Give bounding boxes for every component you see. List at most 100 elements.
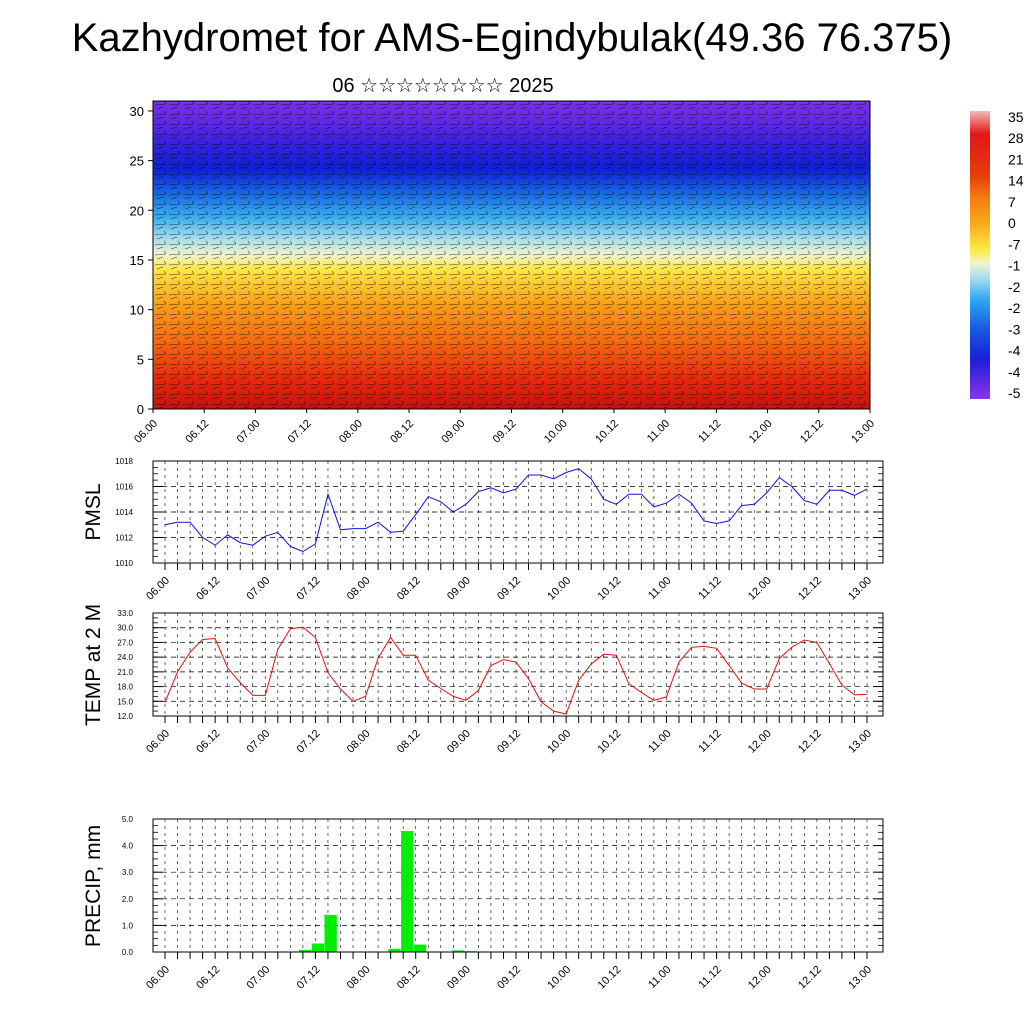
temp-x-tick-label: 12.00 <box>746 728 774 756</box>
heatmap-y-tick-label: 0 <box>137 402 144 417</box>
colorbar-label: -4 <box>1008 343 1021 359</box>
pmsl-x-tick-label: 08.00 <box>345 575 373 603</box>
temp-x-tick-label: 10.12 <box>595 728 623 756</box>
precip-bar <box>299 949 312 952</box>
temp-x-tick-label: 06.12 <box>194 728 222 756</box>
precip-y-tick-label: 4.0 <box>122 842 134 851</box>
temp-x-tick-label: 13.00 <box>846 728 874 756</box>
temp-y-tick-label: 30.0 <box>117 624 133 633</box>
colorbar-labels: 35 28 21 14 7 0 -7 -1 -2 -2 -3 -4 -4 -5 <box>1008 109 1024 401</box>
precip-bar <box>388 948 401 952</box>
heatmap-x-tick-label: 10.00 <box>542 418 570 446</box>
pmsl-x-tick-label: 12.00 <box>746 575 774 603</box>
pmsl-y-tick-label: 1012 <box>115 534 133 543</box>
precip-bar <box>401 831 414 952</box>
precip-x-tick-label: 12.00 <box>746 964 774 992</box>
pmsl-x-tick-label: 10.00 <box>545 575 573 603</box>
precip-x-tick-label: 11.00 <box>646 964 673 991</box>
temp-y-tick-label: 21.0 <box>117 668 133 677</box>
temp-y-tick-label: 12.0 <box>117 712 133 721</box>
temp-x-tick-label: 09.00 <box>445 728 473 756</box>
precip-y-tick-label: 2.0 <box>122 895 134 904</box>
temp-x-tick-label: 08.00 <box>345 728 373 756</box>
precip-bars <box>299 831 478 952</box>
precip-x-tick-label: 09.00 <box>445 964 473 992</box>
colorbar-label: 35 <box>1008 109 1024 125</box>
heatmap-x-tick-label: 10.12 <box>593 418 621 446</box>
colorbar-label: -4 <box>1008 364 1021 380</box>
pmsl-x-tick-label: 08.12 <box>395 575 423 603</box>
precip-bar <box>311 943 325 952</box>
pmsl-y-tick-label: 1014 <box>115 508 133 517</box>
temp-x-tick-label: 07.00 <box>244 728 272 756</box>
precip-bar <box>413 944 427 952</box>
temp-x-tick-label: 11.00 <box>646 728 673 755</box>
precip-frame <box>152 818 884 953</box>
heatmap-y-tick-label: 15 <box>130 253 144 268</box>
pmsl-x-tick-label: 07.12 <box>295 575 323 603</box>
temp-x-tick-label: 08.12 <box>395 728 423 756</box>
precip-y-tick-label: 3.0 <box>122 868 134 877</box>
pmsl-y-tick-label: 1016 <box>115 483 133 492</box>
colorbar-label: 28 <box>1008 130 1024 146</box>
temp-x-tick-label: 09.12 <box>495 728 523 756</box>
precip-x-tick-label: 06.12 <box>194 964 222 992</box>
precip-x-tick-label: 10.12 <box>595 964 623 992</box>
precip-bar <box>324 914 337 952</box>
pmsl-x-tick-label: 06.00 <box>144 575 172 603</box>
pmsl-y-axis-label: PMSL <box>82 483 105 540</box>
precip-x-tick-label: 08.12 <box>395 964 423 992</box>
precip-y-tick-label: 0.0 <box>122 948 134 957</box>
wind-barbs-overlay <box>153 101 870 409</box>
precip-y-axis-label: PRECIP, mm <box>82 825 105 947</box>
chart-title: Kazhydromet for AMS-Egindybulak(49.36 76… <box>71 16 953 60</box>
precip-x-tick-label: 11.12 <box>696 964 723 991</box>
heatmap-x-tick-label: 12.00 <box>747 418 775 446</box>
pmsl-x-tick-label: 06.12 <box>194 575 222 603</box>
heatmap-y-tick-label: 30 <box>130 104 144 119</box>
colorbar-label: -5 <box>1008 385 1021 401</box>
pmsl-panel: 1018 1016 1014 1012 1010 06.00 06.12 07.00 07.12… <box>82 457 884 603</box>
chart-subtitle: 06 ☆☆☆☆☆☆☆☆ 2025 <box>332 75 554 97</box>
pmsl-x-tick-label: 11.00 <box>646 575 673 602</box>
temp-y-tick-label: 33.0 <box>117 609 133 618</box>
precip-x-tick-label: 07.12 <box>295 964 323 992</box>
precip-y-tick-label: 5.0 <box>122 815 134 824</box>
precip-x-tick-label: 07.00 <box>244 964 272 992</box>
heatmap-y-tick-label: 25 <box>130 154 144 169</box>
pmsl-x-tick-label: 13.00 <box>846 575 874 603</box>
precip-bar <box>452 950 465 952</box>
heatmap-x-tick-label: 13.00 <box>849 418 877 446</box>
pmsl-x-tick-label: 09.00 <box>445 575 473 603</box>
pmsl-x-tick-label: 10.12 <box>595 575 623 603</box>
colorbar-label: 14 <box>1008 173 1024 189</box>
heatmap-x-tick-label: 06.12 <box>183 418 211 446</box>
temp-y-tick-label: 27.0 <box>117 638 133 647</box>
temp-y-axis-label: TEMP at 2 M <box>82 604 105 726</box>
heatmap-y-axis: 0 5 10 15 20 25 30 <box>130 104 153 417</box>
temp-y-tick-label: 18.0 <box>117 683 133 692</box>
temp-panel: 33.0 30.0 27.0 24.0 21.0 18.0 15.0 12.0 06.00 06.… <box>82 604 884 756</box>
pmsl-x-tick-label: 11.12 <box>696 575 723 602</box>
temp-x-tick-label: 06.00 <box>144 728 172 756</box>
temp-x-tick-label: 11.12 <box>696 728 723 755</box>
colorbar-label: 0 <box>1008 215 1016 231</box>
precip-panel: 5.0 4.0 3.0 2.0 1.0 0.0 06.00 06.12 07.00 07.12 08… <box>82 815 884 992</box>
heatmap-x-tick-label: 08.00 <box>337 418 365 446</box>
colorbar: 35 28 21 14 7 0 -7 -1 -2 -2 -3 -4 -4 -5 <box>970 109 1024 401</box>
colorbar-label: -2 <box>1008 300 1021 316</box>
temp-x-tick-label: 07.12 <box>295 728 323 756</box>
pmsl-x-tick-label: 09.12 <box>495 575 523 603</box>
temp-x-tick-label: 10.00 <box>545 728 573 756</box>
colorbar-label: -1 <box>1008 258 1021 274</box>
precip-x-tick-label: 09.12 <box>495 964 523 992</box>
heatmap-x-tick-label: 08.12 <box>388 418 416 446</box>
colorbar-ramp <box>970 111 990 399</box>
heatmap-x-tick-label: 06.00 <box>132 418 160 446</box>
precip-x-tick-label: 10.00 <box>545 964 573 992</box>
pmsl-y-tick-label: 1018 <box>115 457 133 466</box>
precip-x-tick-label: 13.00 <box>846 964 874 992</box>
heatmap-x-tick-label: 11.12 <box>696 418 723 445</box>
colorbar-label: -3 <box>1008 321 1021 337</box>
